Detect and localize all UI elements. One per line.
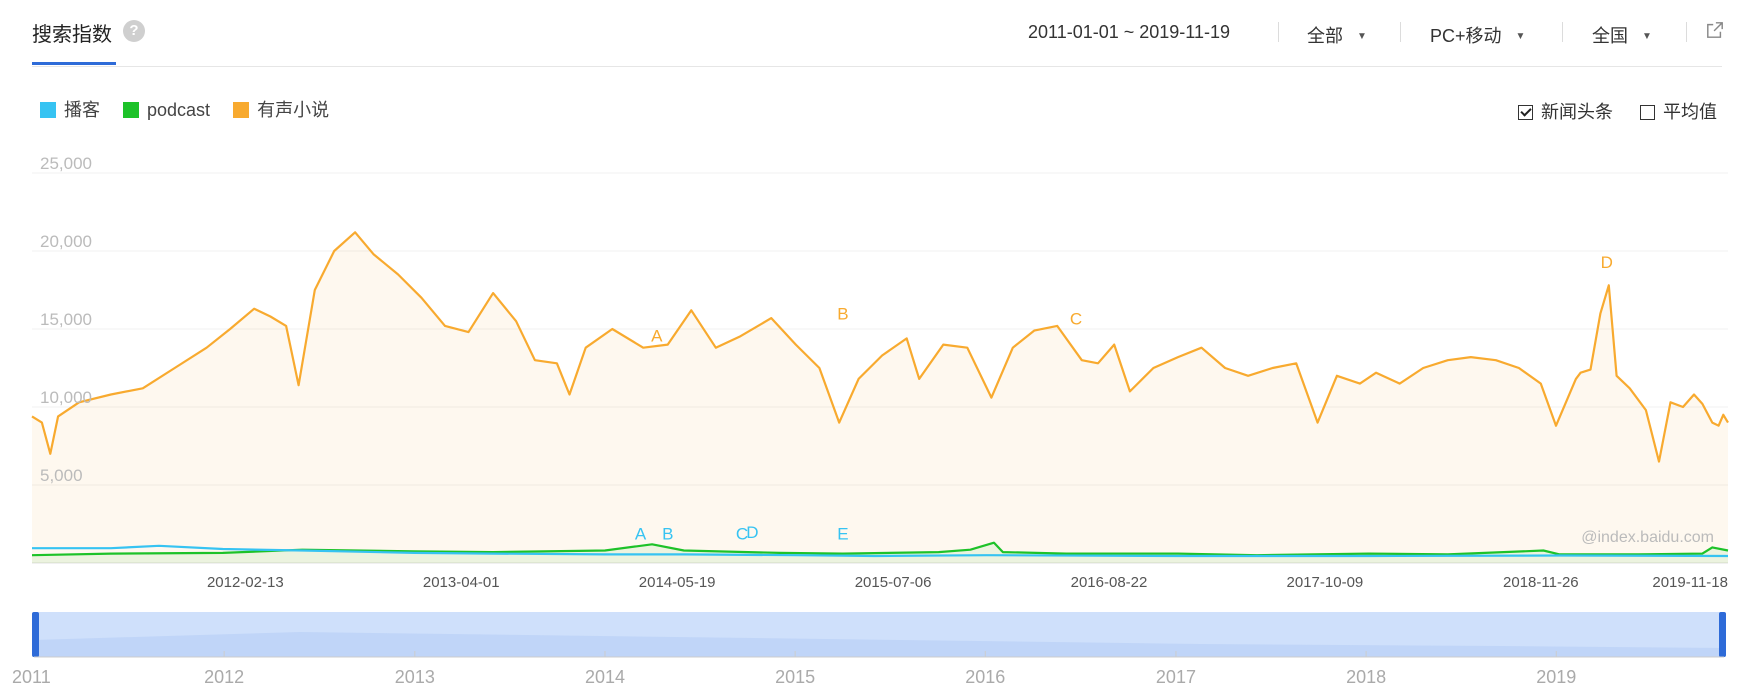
- series-line[interactable]: [31, 541, 1729, 557]
- caret-down-icon: ▼: [1642, 31, 1652, 42]
- annotations: AB CDA B CD E: [635, 253, 1613, 543]
- header-divider: [32, 66, 1722, 67]
- y-tick-label: 10,000: [40, 388, 92, 407]
- news-annotation-marker[interactable]: D: [746, 523, 758, 542]
- x-tick-label: 2014-05-19: [639, 574, 716, 591]
- legend-label: podcast: [147, 100, 211, 120]
- brush-year-label: 2017: [1156, 667, 1196, 687]
- x-tick-label: 2017-10-09: [1287, 574, 1364, 591]
- source-select[interactable]: 全部 ▼: [1307, 22, 1367, 48]
- news-annotation-marker[interactable]: B: [662, 525, 673, 544]
- news-annotation-marker[interactable]: A: [651, 326, 663, 345]
- legend-swatch: [123, 102, 140, 118]
- x-tick-label: 2016-08-22: [1071, 574, 1148, 591]
- toggle-label: 新闻头条: [1541, 102, 1613, 122]
- series-area: [32, 232, 1728, 564]
- caret-down-icon: ▼: [1357, 31, 1367, 42]
- series-lines: [31, 231, 1729, 558]
- news-annotation-marker[interactable]: B: [837, 305, 848, 324]
- brush-handle-right[interactable]: [1719, 612, 1726, 657]
- x-tick-label: 2019-11-18: [1652, 574, 1728, 591]
- y-tick-label: 15,000: [40, 310, 92, 329]
- legend-label: 播客: [64, 100, 100, 120]
- watermark: @index.baidu.com: [1581, 529, 1714, 546]
- brush-year-label: 2015: [775, 667, 815, 687]
- divider: [1278, 22, 1279, 42]
- y-axis: 25,000 20,000 15,000 10,000 5,000: [40, 154, 92, 485]
- legend-item[interactable]: 有声小说: [233, 96, 329, 122]
- news-annotation-marker[interactable]: A: [635, 525, 647, 544]
- brush-preview: [34, 632, 1724, 657]
- divider: [1686, 22, 1687, 42]
- range-brush[interactable]: [32, 612, 1726, 658]
- brush-year-label: 2014: [585, 667, 625, 687]
- x-tick-label: 2013-04-01: [423, 574, 500, 591]
- legend-swatch: [40, 102, 56, 118]
- series-areas: [32, 232, 1728, 564]
- x-tick-label: 2015-07-06: [855, 574, 932, 591]
- chart-legend: 播客 podcast 有声小说: [40, 96, 347, 122]
- device-select-value: PC+移动: [1430, 26, 1502, 46]
- legend-item[interactable]: podcast: [123, 100, 210, 121]
- help-icon[interactable]: ?: [123, 20, 145, 42]
- date-range-picker[interactable]: 2011-01-01 ~ 2019-11-19: [1028, 22, 1230, 42]
- series-line[interactable]: [32, 544, 1729, 558]
- external-link-icon[interactable]: [1706, 21, 1724, 39]
- chart-grid: [32, 172, 1728, 564]
- series-area: [32, 542, 1728, 563]
- device-select[interactable]: PC+移动 ▼: [1430, 22, 1525, 48]
- title-underline: [32, 62, 116, 65]
- y-tick-label: 20,000: [40, 232, 92, 251]
- checkbox-checked-icon: [1518, 105, 1533, 120]
- news-headline-toggle[interactable]: 新闻头条: [1518, 98, 1613, 124]
- region-select[interactable]: 全国 ▼: [1592, 22, 1652, 48]
- x-tick-label: 2012-02-13: [207, 574, 284, 591]
- header: 搜索指数 ? 2011-01-01 ~ 2019-11-19 全部 ▼ PC+移动…: [0, 0, 1752, 67]
- caret-down-icon: ▼: [1515, 31, 1526, 42]
- page-title: 搜索指数: [32, 24, 112, 46]
- brush-handle-left[interactable]: [32, 612, 39, 657]
- brush-year-label: 2016: [965, 667, 1005, 687]
- x-axis: 2012-02-13 2013-04-01 2014-05-19 2015-07-06…: [207, 574, 1728, 591]
- news-annotation-marker[interactable]: E: [837, 525, 848, 544]
- brush-year-label: 2013: [395, 667, 435, 687]
- divider: [1562, 22, 1563, 42]
- brush-year-label: 2012: [204, 667, 244, 687]
- brush-year-label: 2019: [1536, 667, 1576, 687]
- average-toggle[interactable]: 平均值: [1640, 98, 1717, 124]
- toggle-label: 平均值: [1663, 102, 1717, 122]
- brush-year-label: 2018: [1346, 667, 1386, 687]
- news-annotation-marker[interactable]: C: [736, 525, 748, 544]
- brush-year-label: 2011: [12, 667, 51, 687]
- y-tick-label: 5,000: [40, 466, 83, 485]
- source-select-value: 全部: [1307, 26, 1343, 46]
- divider: [1400, 22, 1401, 42]
- series-line[interactable]: [31, 231, 1729, 463]
- y-tick-label: 25,000: [40, 154, 92, 173]
- checkbox-unchecked-icon: [1640, 105, 1655, 120]
- legend-swatch: [233, 102, 250, 118]
- news-annotation-marker[interactable]: C: [1070, 309, 1082, 328]
- brush-year-axis: 2011 2012 2013 2014 2015 2016 2017 2018 2019: [12, 651, 1576, 687]
- x-tick-label: 2018-11-26: [1503, 574, 1579, 591]
- news-annotation-marker[interactable]: D: [1601, 253, 1613, 272]
- legend-item[interactable]: 播客: [40, 96, 100, 122]
- legend-label: 有声小说: [257, 100, 330, 120]
- region-select-value: 全国: [1592, 26, 1628, 46]
